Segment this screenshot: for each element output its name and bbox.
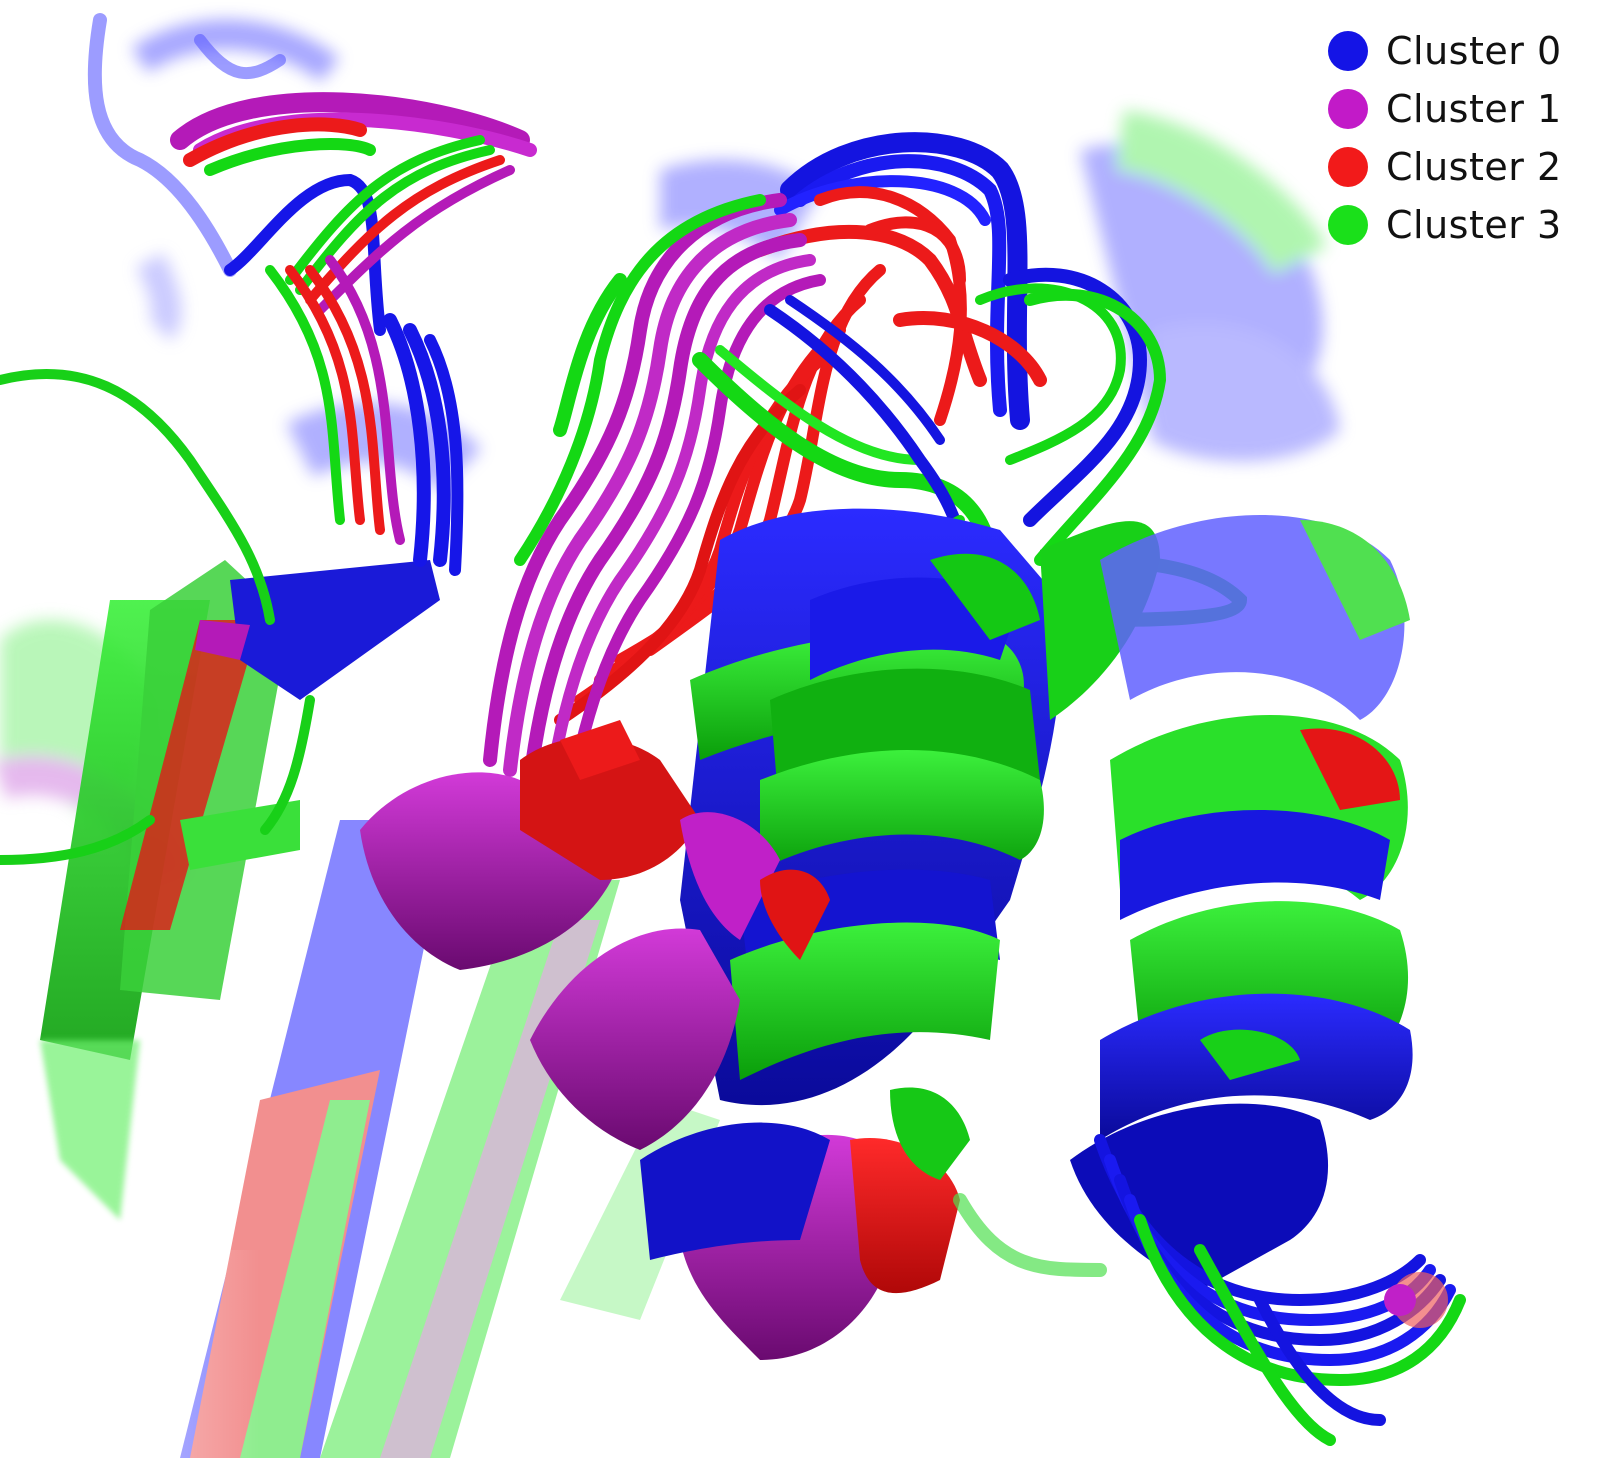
cluster-legend: Cluster 0 Cluster 1 Cluster 2 Cluster 3	[1328, 22, 1598, 254]
legend-dot-cluster-3	[1328, 205, 1368, 245]
legend-dot-cluster-1	[1328, 89, 1368, 129]
magenta-red-helix-caps	[360, 720, 970, 1360]
legend-item-cluster-3: Cluster 3	[1328, 196, 1598, 254]
legend-item-cluster-1: Cluster 1	[1328, 80, 1598, 138]
legend-label-cluster-2: Cluster 2	[1386, 145, 1562, 189]
right-helix	[1070, 515, 1413, 1290]
legend-label-cluster-1: Cluster 1	[1386, 87, 1562, 131]
central-helix	[680, 508, 1160, 1106]
legend-label-cluster-3: Cluster 3	[1386, 203, 1562, 247]
legend-item-cluster-0: Cluster 0	[1328, 22, 1598, 80]
legend-item-cluster-2: Cluster 2	[1328, 138, 1598, 196]
legend-dot-cluster-0	[1328, 31, 1368, 71]
loop-tubes-top-left	[0, 13, 537, 865]
legend-label-cluster-0: Cluster 0	[1386, 29, 1562, 73]
right-bottom-tubes	[953, 1134, 1466, 1446]
legend-dot-cluster-2	[1328, 147, 1368, 187]
